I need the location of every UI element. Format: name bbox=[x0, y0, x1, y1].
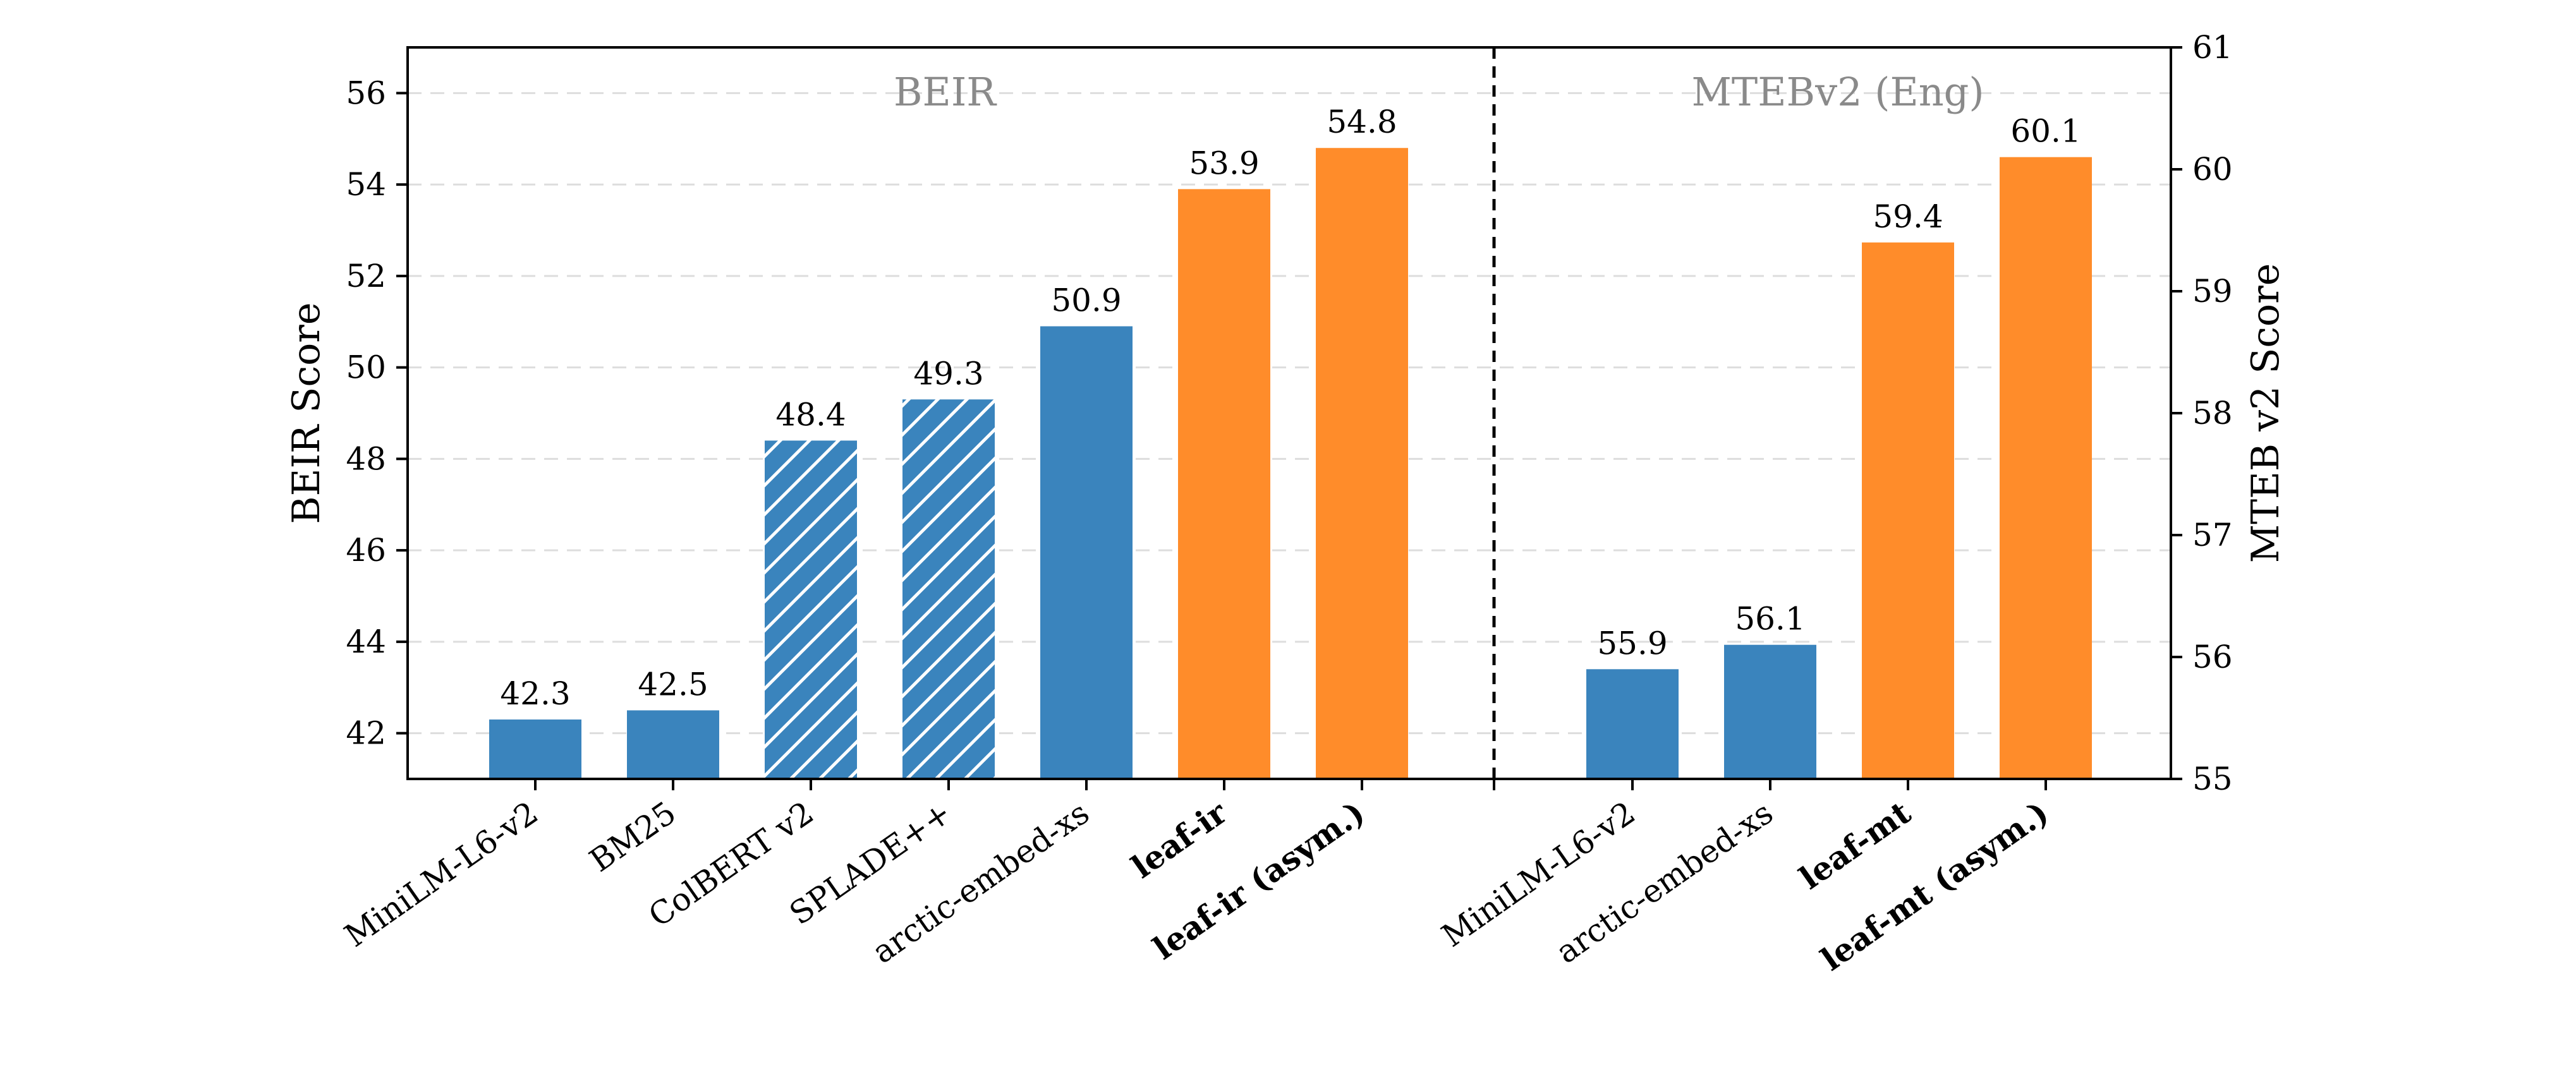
y-right-tick-label: 55 bbox=[2192, 761, 2233, 797]
bar-value-label: 50.9 bbox=[1051, 282, 1121, 318]
y-right-tick-label: 60 bbox=[2192, 151, 2233, 188]
y-right-tick-label: 58 bbox=[2192, 395, 2233, 431]
y-left-tick-label: 42 bbox=[346, 715, 386, 752]
bar bbox=[1862, 242, 1954, 779]
panel-title: MTEBv2 (Eng) bbox=[1691, 69, 1984, 115]
y-right-axis-title: MTEB v2 Score bbox=[2244, 263, 2288, 564]
value-labels: 42.3 42.5 48.4 49.3 50.9 53.9 54.8 55.9 56.1 59.4… bbox=[500, 104, 2081, 712]
y-left-tick-label: 46 bbox=[346, 532, 386, 569]
bar-value-label: 42.3 bbox=[500, 675, 570, 712]
bar bbox=[1586, 669, 1679, 779]
bar-value-label: 60.1 bbox=[2010, 113, 2081, 150]
titles: BEIR MTEBv2 (Eng) BEIR Score MTEB v2 Score bbox=[284, 69, 2288, 563]
bar-value-label: 49.3 bbox=[913, 355, 983, 392]
bar-value-label: 48.4 bbox=[775, 396, 846, 433]
y-left-axis-title: BEIR Score bbox=[284, 303, 329, 524]
y-right-tick-label: 59 bbox=[2192, 273, 2233, 310]
bar bbox=[1316, 148, 1408, 780]
y-left-tick-label: 52 bbox=[346, 258, 386, 294]
bar-value-label: 55.9 bbox=[1597, 625, 1667, 661]
bar bbox=[1040, 326, 1133, 779]
bar-value-label: 59.4 bbox=[1873, 198, 1943, 235]
category-label: leaf-mt bbox=[1792, 793, 1917, 896]
category-label: leaf-mt (asym.) bbox=[1814, 793, 2055, 978]
bar bbox=[489, 719, 581, 779]
y-left-tick-label: 48 bbox=[346, 440, 386, 477]
category-label: MiniLM-L6-v2 bbox=[338, 794, 545, 954]
y-right-tick-label: 61 bbox=[2192, 29, 2233, 66]
bar bbox=[2000, 157, 2092, 779]
category-label: BM25 bbox=[583, 794, 682, 879]
y-left-tick-label: 50 bbox=[346, 349, 386, 386]
bar bbox=[1178, 189, 1270, 779]
panel-title: BEIR bbox=[894, 69, 997, 115]
bars bbox=[489, 148, 2092, 780]
bar bbox=[902, 399, 995, 779]
y-right-tick-label: 56 bbox=[2192, 639, 2233, 675]
y-left-tick-label: 56 bbox=[346, 75, 386, 111]
bar-value-label: 53.9 bbox=[1189, 145, 1259, 181]
category-label: leaf-ir bbox=[1125, 793, 1234, 886]
bar-value-label: 42.5 bbox=[638, 666, 708, 702]
bar-value-label: 56.1 bbox=[1735, 601, 1805, 637]
y-left-tick-label: 54 bbox=[346, 166, 386, 203]
y-left-tick-label: 44 bbox=[346, 624, 386, 660]
axes: 42 44 46 48 50 52 54 56 55 56 57 58 59 60 61 bbox=[346, 29, 2232, 797]
y-right-tick-label: 57 bbox=[2192, 517, 2233, 553]
bar bbox=[765, 440, 857, 779]
bar-value-label: 54.8 bbox=[1327, 104, 1397, 140]
bar bbox=[627, 710, 719, 779]
bar bbox=[1724, 644, 1816, 779]
